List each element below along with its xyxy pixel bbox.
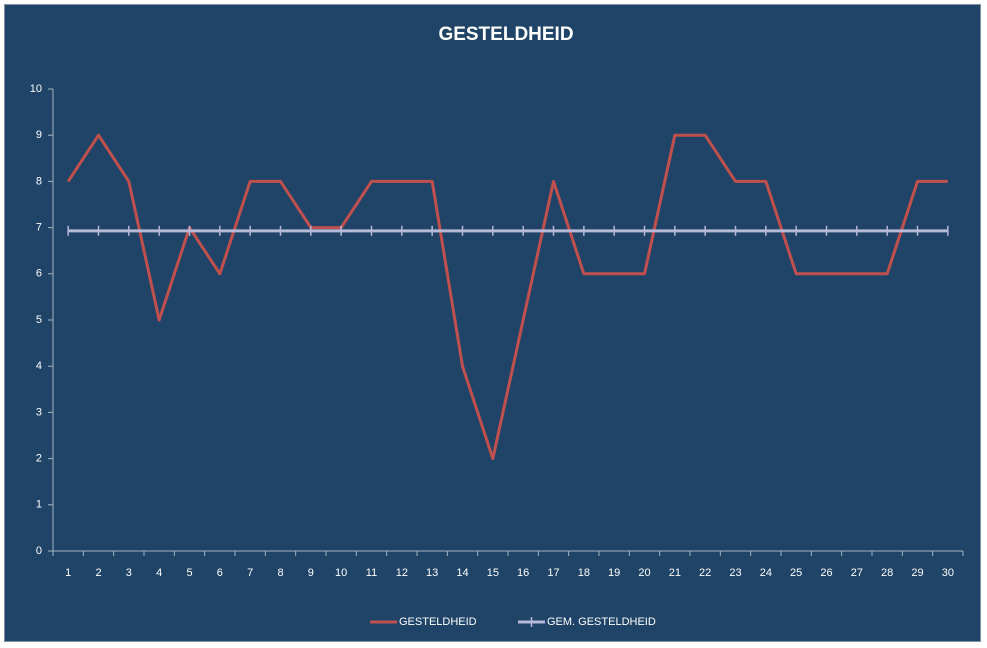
- x-tick-label: 8: [277, 567, 283, 579]
- series-line: [66, 133, 948, 461]
- chart-background: [4, 4, 981, 642]
- legend-label: GEM. GESTELDHEID: [547, 616, 656, 628]
- x-tick-label: 25: [790, 567, 802, 579]
- x-tick-label: 20: [638, 567, 650, 579]
- x-tick-label: 10: [335, 567, 347, 579]
- x-tick-label: 28: [881, 567, 893, 579]
- x-tick-label: 7: [247, 567, 253, 579]
- x-tick-label: 15: [487, 567, 499, 579]
- x-tick-label: 16: [517, 567, 529, 579]
- x-tick-label: 14: [456, 567, 468, 579]
- y-tick-label: 1: [36, 499, 42, 511]
- y-tick-label: 3: [36, 406, 42, 418]
- x-tick-label: 27: [851, 567, 863, 579]
- x-tick-label: 5: [186, 567, 192, 579]
- y-tick-label: 6: [36, 268, 42, 280]
- y-tick-label: 9: [36, 129, 42, 141]
- y-tick-label: 0: [36, 545, 42, 557]
- y-tick-label: 10: [30, 83, 42, 95]
- legend-label: GESTELDHEID: [399, 616, 477, 628]
- x-tick-label: 17: [547, 567, 559, 579]
- x-tick-label: 26: [820, 567, 832, 579]
- x-tick-label: 18: [578, 567, 590, 579]
- x-tick-label: 6: [217, 567, 223, 579]
- x-tick-label: 24: [760, 567, 772, 579]
- y-tick-label: 5: [36, 314, 42, 326]
- x-tick-label: 13: [426, 567, 438, 579]
- y-tick-label: 8: [36, 175, 42, 187]
- x-tick-label: 22: [699, 567, 711, 579]
- x-tick-label: 12: [396, 567, 408, 579]
- x-tick-label: 19: [608, 567, 620, 579]
- x-tick-label: 1: [65, 567, 71, 579]
- x-tick-label: 11: [366, 567, 377, 579]
- x-tick-label: 2: [95, 567, 101, 579]
- x-tick-label: 4: [156, 567, 162, 579]
- x-tick-label: 29: [911, 567, 923, 579]
- x-tick-label: 21: [669, 567, 681, 579]
- x-tick-label: 23: [729, 567, 741, 579]
- x-tick-label: 3: [126, 567, 132, 579]
- y-tick-label: 2: [36, 453, 42, 465]
- chart-title: GESTELDHEID: [438, 24, 573, 45]
- x-tick-label: 30: [942, 567, 954, 579]
- y-tick-label: 4: [36, 360, 42, 372]
- x-tick-label: 9: [308, 567, 314, 579]
- y-tick-label: 7: [36, 222, 42, 234]
